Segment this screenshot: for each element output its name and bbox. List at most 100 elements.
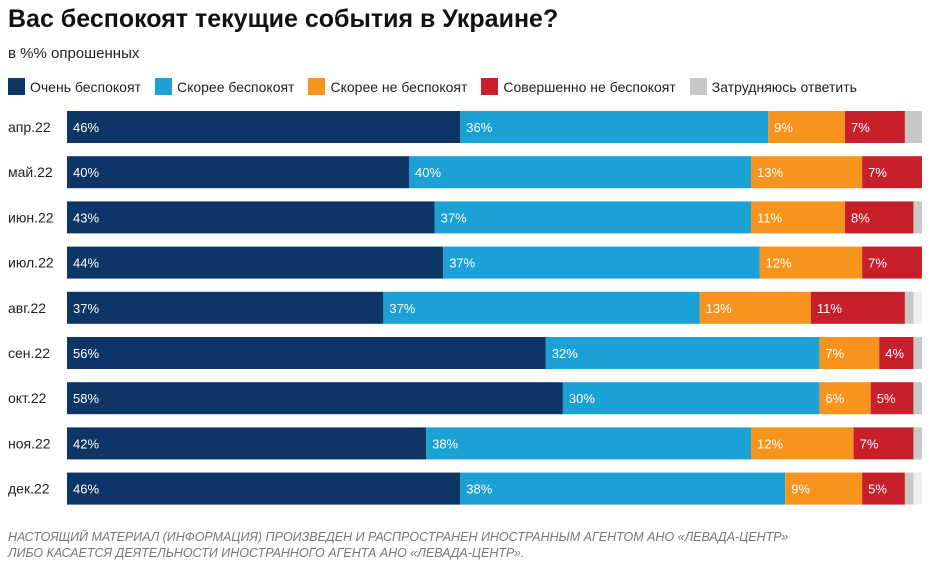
bar-segment <box>759 246 863 279</box>
bar-segment <box>460 111 769 143</box>
data-label: 37% <box>449 256 475 271</box>
bar-segment <box>67 291 384 324</box>
data-label: 8% <box>851 210 870 225</box>
legend-item-5: Затрудняюсь ответить <box>689 78 857 95</box>
bar-segment <box>67 156 409 189</box>
bar-segment <box>768 111 846 143</box>
bar-segment <box>870 382 914 415</box>
data-label: 11% <box>757 210 782 225</box>
data-label: 13% <box>757 165 783 180</box>
category-label: окт.22 <box>8 390 47 406</box>
bar-segment <box>751 156 863 189</box>
bar-segment <box>819 337 880 369</box>
bar-segment <box>426 427 751 460</box>
bar-segment <box>853 427 914 460</box>
bar-segment <box>862 472 905 505</box>
data-label: 58% <box>73 391 99 406</box>
chart-subtitle: в %% опрошенных <box>8 45 140 62</box>
disclaimer-line-2: ЛИБО КАСАЕТСЯ ДЕЯТЕЛЬНОСТИ ИНОСТРАННОГО … <box>8 546 525 560</box>
bar-segment <box>862 156 922 189</box>
data-label: 40% <box>73 165 99 180</box>
bar-segment <box>383 291 700 324</box>
data-label: 46% <box>73 120 99 135</box>
data-label: 7% <box>868 256 887 271</box>
bar-segment <box>913 337 922 369</box>
data-label: 38% <box>432 436 458 451</box>
bar-segment <box>751 427 854 460</box>
bar-segment <box>845 201 914 234</box>
bar-segment <box>443 246 760 279</box>
bar-segment <box>67 382 563 415</box>
data-label: 12% <box>766 256 792 271</box>
bar-segment <box>810 291 905 324</box>
legend-swatch <box>481 78 499 95</box>
data-label: 37% <box>441 210 467 225</box>
stacked-bar-chart: апр.22 46% 36% 9% 7% май.22 40% 40% 13% 7% июн.22 4… <box>8 111 922 505</box>
data-label: 7% <box>860 436 879 451</box>
data-label: 9% <box>774 120 793 135</box>
legend-item-3: Скорее не беспокоят <box>308 78 467 95</box>
legend-item-1: Очень беспокоят <box>8 78 141 95</box>
bar-segment <box>67 246 444 279</box>
bar-segment <box>460 472 786 505</box>
bar-segment <box>904 291 914 324</box>
chart-title: Вас беспокоят текущие события в Украине? <box>8 5 559 33</box>
data-label: 5% <box>868 482 887 497</box>
legend-item-2: Скорее беспокоят <box>154 78 295 95</box>
bar-segment <box>434 201 751 234</box>
bar-segment <box>879 337 914 369</box>
data-label: 5% <box>877 391 896 406</box>
data-label: 56% <box>73 346 99 361</box>
legend-label: Затрудняюсь ответить <box>711 78 857 95</box>
legend-label: Скорее не беспокоят <box>330 78 468 95</box>
legend-label: Совершенно не беспокоят <box>503 78 676 95</box>
bar-segment <box>67 427 427 460</box>
data-label: 11% <box>817 301 842 316</box>
bar-segment <box>913 201 922 234</box>
data-label: 7% <box>825 346 844 361</box>
data-label: 12% <box>757 436 783 451</box>
legend-label: Очень беспокоят <box>30 78 141 95</box>
data-label: 46% <box>73 482 99 497</box>
data-label: 4% <box>885 346 904 361</box>
data-label: 7% <box>851 120 870 135</box>
data-label: 7% <box>868 165 887 180</box>
legend-label: Скорее беспокоят <box>176 78 295 95</box>
bar-segment <box>862 246 922 279</box>
category-label: апр.22 <box>8 119 51 135</box>
data-label: 38% <box>466 482 492 497</box>
bar-segment <box>545 337 820 369</box>
data-label: 9% <box>791 482 810 497</box>
bar-segment <box>751 201 846 234</box>
category-label: ноя.22 <box>8 435 51 451</box>
data-label: 13% <box>706 301 732 316</box>
bar-segment <box>913 382 922 415</box>
bar-segment <box>67 111 461 143</box>
bar-segment <box>904 472 914 505</box>
chart-legend: Очень беспокоят Скорее беспокоят Скорее не… <box>8 78 871 95</box>
category-label: май.22 <box>8 164 53 180</box>
bar-segment <box>67 472 461 505</box>
legend-swatch <box>308 78 326 95</box>
bar-segment <box>409 156 751 189</box>
data-label: 37% <box>389 301 415 316</box>
data-label: 42% <box>73 436 99 451</box>
category-label: дек.22 <box>8 481 50 497</box>
bar-segment <box>845 111 905 143</box>
category-label: июн.22 <box>8 209 54 225</box>
data-label: 6% <box>825 391 844 406</box>
data-label: 37% <box>73 301 99 316</box>
legend-item-4: Совершенно не беспокоят <box>481 78 676 95</box>
category-label: сен.22 <box>8 345 50 361</box>
bar-segment <box>699 291 811 324</box>
category-label: июл.22 <box>8 255 54 271</box>
category-label: авг.22 <box>8 300 46 316</box>
bar-segment <box>67 337 546 369</box>
data-label: 30% <box>569 391 595 406</box>
bar-segment <box>819 382 871 415</box>
legend-swatch <box>689 78 707 95</box>
bar-segment <box>904 111 922 143</box>
data-label: 44% <box>73 256 99 271</box>
data-label: 40% <box>415 165 441 180</box>
legend-swatch <box>154 78 172 95</box>
